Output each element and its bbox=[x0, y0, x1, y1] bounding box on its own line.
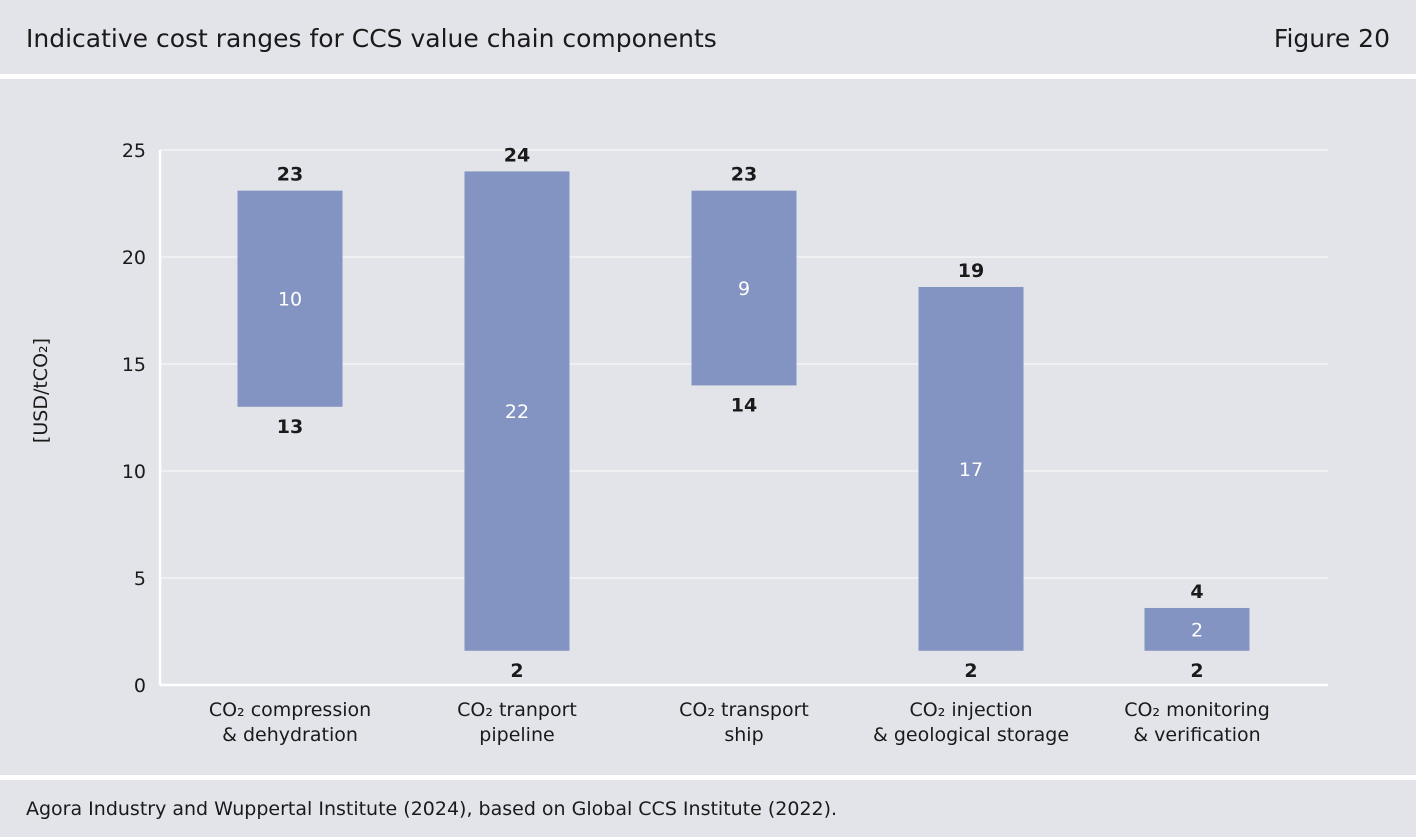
bar-low-label: 14 bbox=[731, 394, 757, 416]
bar-low-label: 13 bbox=[277, 416, 303, 438]
x-category-label: & dehydration bbox=[222, 724, 358, 746]
x-category-label: pipeline bbox=[479, 724, 554, 746]
y-axis-label: [USD/tCO₂] bbox=[30, 338, 52, 443]
figure-number: Figure 20 bbox=[1273, 24, 1390, 53]
x-category-label: & verification bbox=[1133, 724, 1260, 746]
bar-high-label: 4 bbox=[1190, 581, 1203, 603]
x-category-label: CO₂ compression bbox=[209, 699, 371, 721]
x-category-label: CO₂ injection bbox=[909, 699, 1032, 721]
y-tick-label: 5 bbox=[134, 568, 146, 590]
bar-range-label: 10 bbox=[278, 289, 302, 311]
header-bar: Indicative cost ranges for CCS value cha… bbox=[0, 0, 1416, 74]
y-tick-label: 10 bbox=[122, 461, 146, 483]
bar-low-label: 2 bbox=[510, 660, 523, 682]
range-bar-chart: 0 5 10 15 20 25 [USD/tCO₂] 23 13 10 CO₂ compressio… bbox=[30, 140, 1328, 746]
range-bar bbox=[918, 286, 1024, 651]
footer-bar: Agora Industry and Wuppertal Institute (… bbox=[0, 780, 1416, 837]
bar-high-label: 24 bbox=[504, 144, 530, 166]
y-tick-label: 20 bbox=[122, 247, 146, 269]
range-bar bbox=[464, 171, 570, 651]
bar-low-label: 2 bbox=[964, 660, 977, 682]
x-category-label: & geological storage bbox=[873, 724, 1069, 746]
bar-range-label: 2 bbox=[1191, 619, 1203, 641]
x-category-label: ship bbox=[724, 724, 763, 746]
bar-low-label: 2 bbox=[1190, 660, 1203, 682]
bar-range-label: 9 bbox=[738, 278, 750, 300]
bar-high-label: 23 bbox=[277, 164, 303, 186]
bar-high-label: 19 bbox=[958, 260, 984, 282]
range-bar bbox=[691, 190, 797, 386]
y-tick-label: 15 bbox=[122, 354, 146, 376]
bar-range-label: 17 bbox=[959, 459, 983, 481]
source-note: Agora Industry and Wuppertal Institute (… bbox=[26, 798, 838, 820]
x-category-label: CO₂ transport bbox=[679, 699, 809, 721]
figure-title: Indicative cost ranges for CCS value cha… bbox=[26, 24, 717, 53]
x-category-label: CO₂ tranport bbox=[457, 699, 577, 721]
range-bar bbox=[1144, 607, 1250, 651]
bar-high-label: 23 bbox=[731, 164, 757, 186]
range-bar bbox=[237, 190, 343, 407]
bar-range-label: 22 bbox=[505, 401, 529, 423]
y-tick-label: 0 bbox=[134, 675, 146, 697]
x-category-label: CO₂ monitoring bbox=[1124, 699, 1270, 721]
y-tick-label: 25 bbox=[122, 140, 146, 162]
